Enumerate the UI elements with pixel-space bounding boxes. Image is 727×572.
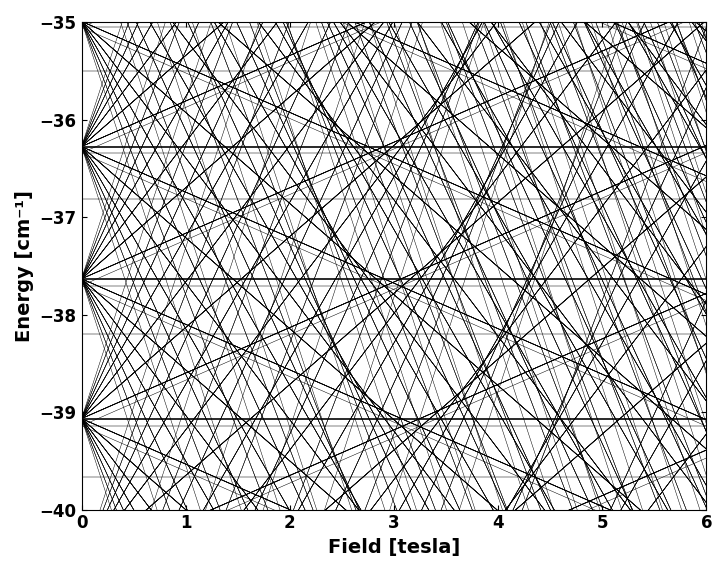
X-axis label: Field [tesla]: Field [tesla]	[328, 538, 460, 557]
Y-axis label: Energy [cm⁻¹]: Energy [cm⁻¹]	[15, 190, 34, 341]
